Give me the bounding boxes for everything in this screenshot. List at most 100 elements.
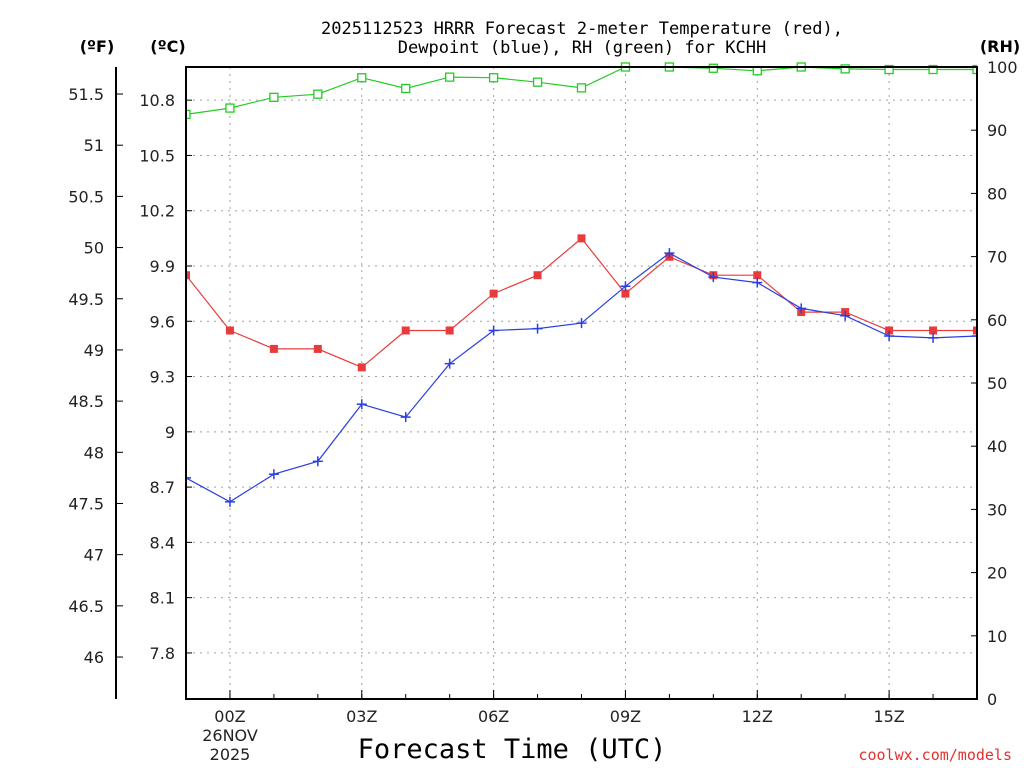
celsius-tick-label: 10.2: [139, 202, 175, 221]
chart-subtitle: Dewpoint (blue), RH (green) for KCHH: [398, 38, 766, 58]
rh-tick-label: 10: [987, 627, 1007, 646]
temperature-point: [313, 344, 322, 353]
dewpoint-point: [928, 332, 939, 343]
celsius-tick-label: 7.8: [150, 644, 175, 663]
rh-point: [186, 109, 191, 120]
rh-point: [401, 83, 411, 94]
credit-label: coolwx.com/models: [858, 746, 1012, 764]
celsius-tick-label: 9.6: [150, 312, 175, 331]
rh-tick-label: 30: [987, 500, 1007, 519]
rh-point: [972, 64, 977, 75]
temperature-point: [533, 271, 542, 280]
fahrenheit-tick-label: 50.5: [68, 187, 104, 206]
dewpoint-point: [972, 331, 977, 342]
rh-tick-label: 80: [987, 184, 1007, 203]
plot-area: [186, 62, 977, 507]
rh-point: [928, 64, 938, 75]
plot-frame: [185, 66, 978, 700]
rh-tick-label: 0: [987, 690, 997, 709]
dewpoint-point: [312, 456, 323, 467]
dewpoint-point: [268, 469, 279, 480]
dewpoint-point: [444, 358, 455, 369]
celsius-tick-label: 10.8: [139, 91, 175, 110]
celsius-tick-label: 9: [165, 423, 175, 442]
temperature-point: [401, 326, 410, 335]
rh-tick-label: 100: [987, 58, 1018, 77]
series-layer: [186, 62, 977, 507]
x-tick-label: 03Z: [346, 707, 377, 726]
x-tick-label: 12Z: [742, 707, 773, 726]
dewpoint-point: [708, 272, 719, 283]
x-axis-title: Forecast Time (UTC): [358, 734, 667, 765]
rh-point: [884, 64, 894, 75]
rh-tick-label: 90: [987, 121, 1007, 140]
celsius-tick-label: 9.9: [150, 257, 175, 276]
celsius-unit-label: (ºC): [150, 37, 185, 56]
dewpoint-point: [488, 325, 499, 336]
temperature-point: [577, 234, 586, 243]
rh-tick-label: 40: [987, 437, 1007, 456]
rh-series: [186, 62, 977, 120]
rh-point: [840, 64, 850, 74]
temperature-point: [753, 271, 762, 280]
temperature-point: [186, 271, 190, 280]
temperature-point: [357, 363, 366, 372]
rh-point: [357, 73, 367, 83]
date-label-month: 26NOV: [202, 726, 258, 745]
fahrenheit-tick-label: 47.5: [68, 494, 104, 513]
rh-point: [576, 83, 587, 93]
dewpoint-point: [224, 496, 235, 507]
fahrenheit-tick-label: 51.5: [68, 85, 104, 104]
dewpoint-point: [576, 318, 587, 329]
temperature-point: [885, 326, 894, 335]
x-tick-label: 15Z: [873, 707, 904, 726]
dewpoint-point: [884, 331, 895, 342]
celsius-tick-label: 8.7: [150, 478, 175, 497]
x-axis: 00Z 03Z 06Z 09Z 12Z 15Z: [185, 690, 978, 726]
dewpoint-point: [532, 323, 543, 334]
rh-point: [225, 103, 235, 113]
rh-point: [708, 63, 718, 73]
temperature-series: [186, 234, 977, 372]
fahrenheit-tick-label: 48: [84, 443, 104, 462]
celsius-tick-label: 8.4: [150, 533, 175, 552]
x-tick-label: 00Z: [214, 707, 245, 726]
fahrenheit-tick-label: 50: [84, 239, 104, 258]
fahrenheit-tick-label: 49.5: [68, 290, 104, 309]
fahrenheit-tick-label: 49: [84, 341, 104, 360]
fahrenheit-tick-label: 48.5: [68, 392, 104, 411]
rh-tick-label: 50: [987, 374, 1007, 393]
date-label-year: 2025: [210, 745, 251, 764]
chart-title: 2025112523 HRRR Forecast 2-meter Tempera…: [321, 19, 843, 39]
dewpoint-point: [400, 412, 411, 423]
temperature-point: [621, 289, 630, 298]
x-tick-label: 06Z: [478, 707, 509, 726]
temperature-point: [929, 326, 938, 335]
temperature-point: [445, 326, 454, 335]
rh-unit-label: (RH): [980, 37, 1020, 56]
rh-point: [488, 73, 499, 83]
temperature-point: [225, 326, 234, 335]
rh-tick-label: 60: [987, 311, 1007, 330]
rh-axis: 0 10 20 30 40 50 60 70 80 90 100: [971, 58, 1018, 709]
fahrenheit-unit-label: (ºF): [80, 37, 115, 56]
celsius-tick-label: 9.3: [150, 368, 175, 387]
temperature-point: [489, 289, 498, 298]
x-tick-label: 09Z: [610, 707, 641, 726]
fahrenheit-tick-label: 51: [84, 136, 104, 155]
rh-tick-label: 70: [987, 248, 1007, 267]
rh-point: [269, 92, 279, 102]
rh-point: [313, 89, 323, 99]
dewpoint-point: [186, 472, 191, 483]
dewpoint-point: [752, 277, 763, 288]
dewpoint-line: [186, 252, 977, 503]
fahrenheit-axis: 46 46.5 47 47.5 48 48.5 49 49.5 50 50.5 51 51.5: [68, 67, 123, 699]
rh-tick-label: 20: [987, 564, 1007, 583]
celsius-tick-label: 10.5: [139, 146, 175, 165]
rh-point: [445, 72, 455, 82]
dewpoint-point: [796, 303, 807, 314]
dewpoint-series: [186, 248, 977, 507]
temperature-point: [269, 344, 278, 353]
celsius-tick-label: 8.1: [150, 589, 175, 608]
